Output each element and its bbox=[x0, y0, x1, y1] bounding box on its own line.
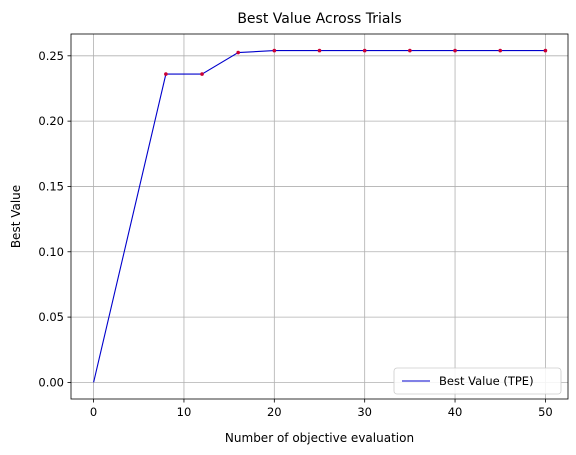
data-point bbox=[272, 48, 277, 53]
data-point bbox=[317, 48, 322, 53]
series-line bbox=[93, 50, 546, 383]
y-tick-label: 0.05 bbox=[38, 310, 64, 324]
grid bbox=[71, 34, 568, 399]
y-tick-label: 0.00 bbox=[38, 375, 64, 389]
legend: Best Value (TPE) bbox=[393, 367, 562, 395]
x-axis-label: Number of objective evaluation bbox=[225, 431, 414, 445]
y-tick-label: 0.20 bbox=[38, 114, 64, 128]
data-point bbox=[200, 72, 204, 76]
ticks: 0 10 20 30 40 50 0.00 0.05 0.10 0.15 0.20 0.25 bbox=[38, 49, 552, 419]
y-tick-label: 0.10 bbox=[38, 245, 64, 259]
x-tick-label: 0 bbox=[90, 405, 97, 419]
data-point bbox=[408, 48, 412, 53]
data-point bbox=[543, 48, 548, 53]
series-layer bbox=[93, 48, 548, 383]
data-point bbox=[453, 48, 457, 53]
x-tick-label: 30 bbox=[357, 405, 372, 419]
x-tick-label: 20 bbox=[267, 405, 282, 419]
legend-box bbox=[393, 367, 562, 395]
chart-title: Best Value Across Trials bbox=[237, 11, 401, 27]
data-point bbox=[236, 50, 240, 55]
x-tick-label: 50 bbox=[538, 405, 553, 419]
y-axis-label: Best Value bbox=[9, 185, 23, 248]
data-point bbox=[498, 48, 503, 53]
legend-label: Best Value (TPE) bbox=[439, 374, 534, 388]
y-tick-label: 0.15 bbox=[38, 179, 64, 193]
plot-frame bbox=[70, 33, 569, 400]
data-point bbox=[164, 72, 168, 76]
x-tick-label: 40 bbox=[448, 405, 463, 419]
data-point bbox=[362, 48, 367, 53]
y-tick-label: 0.25 bbox=[38, 49, 64, 63]
x-tick-label: 10 bbox=[177, 405, 192, 419]
